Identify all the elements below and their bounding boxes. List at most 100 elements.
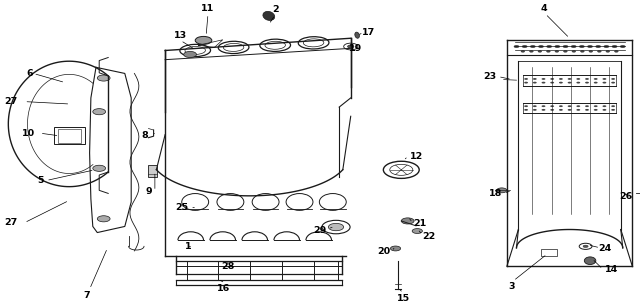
Circle shape [585,109,589,111]
Circle shape [563,50,567,52]
Text: 4: 4 [541,4,547,13]
Circle shape [184,51,196,58]
Text: 19: 19 [349,44,362,54]
Circle shape [550,109,554,111]
Circle shape [577,109,580,111]
Circle shape [585,105,589,107]
Bar [58,129,81,143]
Circle shape [533,78,537,80]
Circle shape [597,50,601,52]
Circle shape [568,82,572,84]
Circle shape [555,50,559,52]
Circle shape [559,78,563,80]
Circle shape [533,109,537,111]
Circle shape [611,82,615,84]
Circle shape [559,109,563,111]
Bar [541,249,557,256]
Text: 17: 17 [362,28,375,37]
Circle shape [580,50,584,52]
Circle shape [579,45,584,48]
Text: 7: 7 [83,291,90,300]
Circle shape [547,45,552,48]
Circle shape [594,82,598,84]
Circle shape [620,45,625,48]
Circle shape [533,105,537,107]
Ellipse shape [355,32,360,38]
Text: 23: 23 [483,72,496,81]
Text: 15: 15 [397,294,410,303]
Text: 12: 12 [410,151,423,161]
Circle shape [541,105,545,107]
Text: 9: 9 [146,187,152,196]
Circle shape [604,45,609,48]
Circle shape [614,50,618,52]
Text: 29: 29 [313,226,326,235]
Circle shape [538,50,542,52]
Circle shape [568,78,572,80]
Bar [54,127,85,144]
Circle shape [585,82,589,84]
Circle shape [555,45,560,48]
Circle shape [328,223,344,231]
Text: 27: 27 [4,97,18,106]
Circle shape [550,78,554,80]
Circle shape [568,109,572,111]
Text: 25: 25 [175,203,189,212]
Circle shape [611,105,615,107]
Circle shape [594,78,598,80]
Circle shape [524,105,528,107]
Text: 1: 1 [186,242,192,251]
Circle shape [602,105,606,107]
Text: 14: 14 [605,265,618,274]
Circle shape [522,45,527,48]
Circle shape [547,50,550,52]
Circle shape [533,82,537,84]
Bar [148,165,157,177]
Circle shape [538,45,543,48]
Circle shape [93,109,106,115]
Circle shape [97,75,110,81]
Text: 20: 20 [377,247,390,256]
Text: 26: 26 [620,192,633,201]
Circle shape [602,109,606,111]
Ellipse shape [584,257,596,264]
Text: 10: 10 [22,129,35,138]
Circle shape [568,105,572,107]
Circle shape [390,246,401,251]
Text: 8: 8 [141,131,148,140]
Circle shape [550,82,554,84]
Circle shape [563,45,568,48]
Circle shape [572,50,576,52]
Circle shape [602,78,606,80]
Text: 18: 18 [489,189,502,198]
Circle shape [514,45,519,48]
Text: 3: 3 [509,282,515,290]
Circle shape [93,165,106,171]
Circle shape [577,78,580,80]
Text: 28: 28 [221,262,234,271]
Circle shape [589,50,593,52]
Circle shape [541,78,545,80]
Circle shape [588,45,593,48]
Circle shape [585,78,589,80]
Circle shape [594,105,598,107]
Circle shape [541,82,545,84]
Text: 6: 6 [27,69,33,78]
Circle shape [611,78,615,80]
Circle shape [524,109,528,111]
Circle shape [524,78,528,80]
Circle shape [531,45,536,48]
Circle shape [550,105,554,107]
Text: 24: 24 [598,244,612,253]
Circle shape [577,105,580,107]
Circle shape [602,82,606,84]
Circle shape [401,218,414,224]
Circle shape [497,188,507,193]
Circle shape [195,36,212,44]
Circle shape [412,229,422,233]
Circle shape [97,216,110,222]
Text: 13: 13 [174,31,187,40]
Circle shape [348,45,354,48]
Circle shape [612,45,617,48]
Circle shape [571,45,576,48]
